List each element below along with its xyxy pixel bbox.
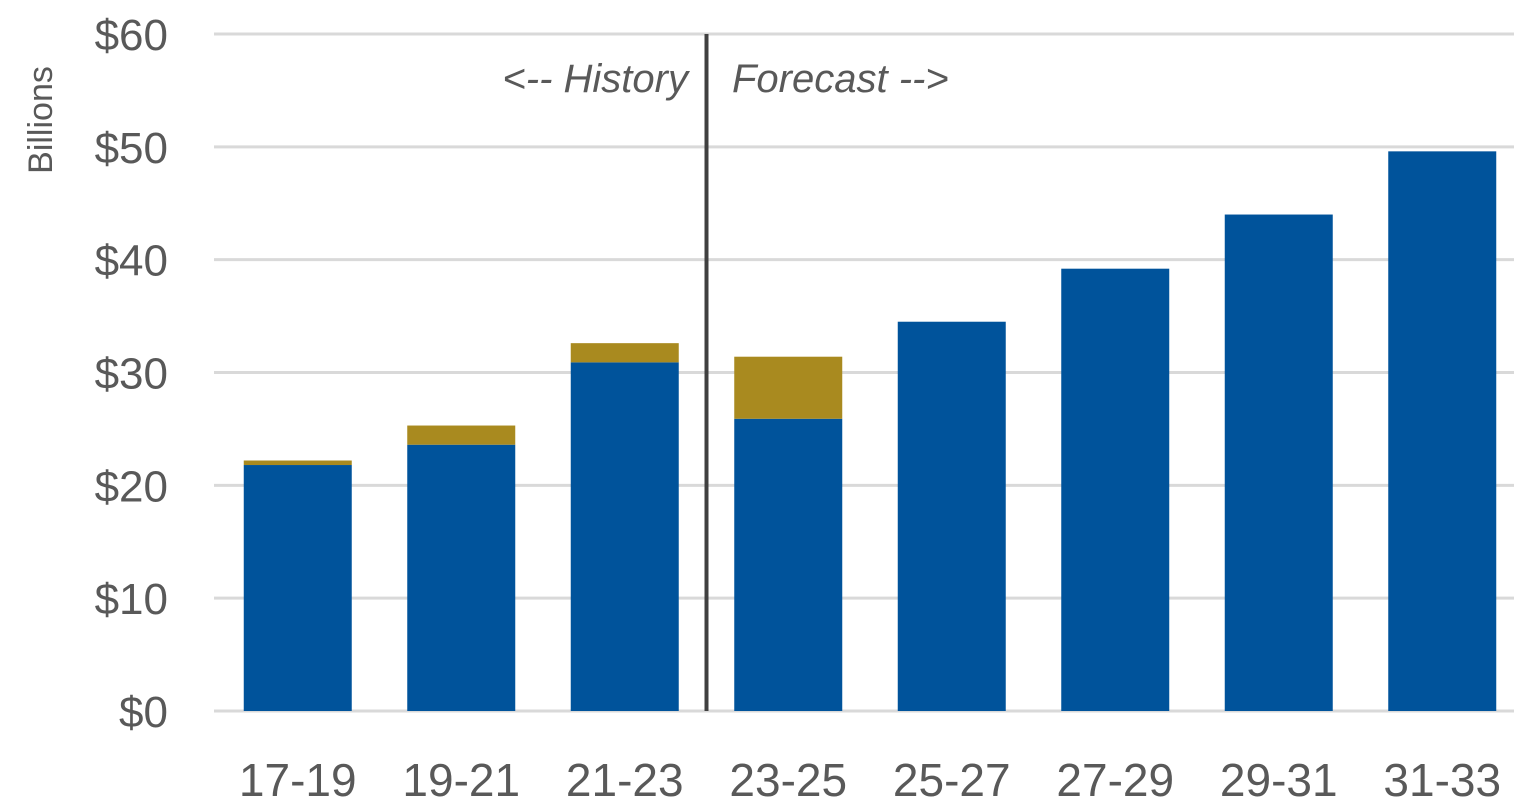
x-tick-label: 31-33 [1383, 754, 1501, 804]
y-axis-label: Billions [22, 66, 60, 174]
x-tick-label: 29-31 [1220, 754, 1338, 804]
bar-segment-21-23-series-2 [570, 343, 679, 363]
bar-segment-19-21-series-2 [407, 425, 516, 445]
bar-segment-23-25-series-2 [734, 356, 843, 419]
y-tick-label: $40 [95, 237, 168, 286]
y-tick-label: $30 [95, 350, 168, 399]
y-tick-label: $20 [95, 462, 168, 511]
bars [243, 151, 1497, 712]
x-tick-label: 27-29 [1056, 754, 1174, 804]
bar-segment-19-21-series-1 [407, 444, 516, 711]
y-tick-label: $10 [95, 575, 168, 624]
x-tick-label: 19-21 [402, 754, 520, 804]
y-tick-label: $50 [95, 124, 168, 173]
bar-segment-17-19-series-1 [243, 465, 352, 711]
bar-segment-31-33-series-1 [1388, 151, 1497, 711]
bar-segment-25-27-series-1 [897, 321, 1006, 711]
bar-segment-29-31-series-1 [1224, 214, 1333, 712]
bar-segment-27-29-series-1 [1061, 268, 1170, 711]
y-tick-label: $0 [119, 688, 168, 737]
x-tick-label: 25-27 [893, 754, 1011, 804]
forecast-annotation: Forecast --> [732, 57, 949, 101]
x-tick-label: 23-25 [729, 754, 847, 804]
y-axis-ticks: $0 $10 $20 $30 $40 $50 $60 [95, 11, 168, 737]
history-annotation: <-- History [502, 57, 691, 101]
x-tick-label: 17-19 [239, 754, 357, 804]
bar-segment-21-23-series-1 [570, 362, 679, 711]
y-tick-label: $60 [95, 11, 168, 60]
x-tick-label: 21-23 [566, 754, 684, 804]
x-axis-ticks: 17-19 19-21 21-23 23-25 25-27 27-29 29-31 31-33 [239, 754, 1501, 804]
bar-segment-23-25-series-1 [734, 418, 843, 711]
bar-segment-17-19-series-2 [243, 460, 352, 466]
